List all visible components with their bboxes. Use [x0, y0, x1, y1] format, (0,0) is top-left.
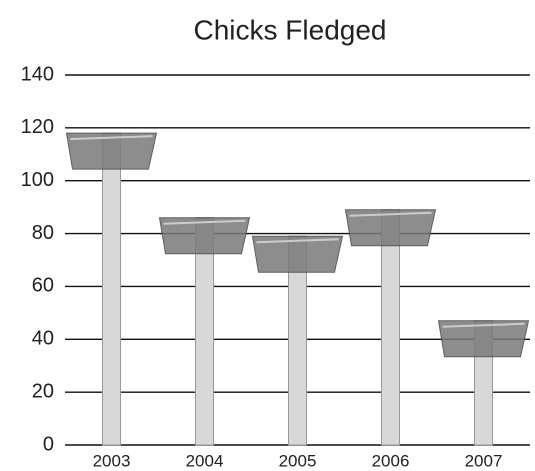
- nest: [251, 235, 344, 273]
- x-tick-label: 2003: [93, 451, 131, 470]
- nest-straw: [70, 135, 153, 141]
- nest: [158, 217, 251, 255]
- y-tick-label: 40: [32, 328, 54, 350]
- y-tick-label: 20: [32, 380, 54, 402]
- x-tick-label: 2005: [279, 451, 317, 470]
- y-tick-label: 80: [32, 222, 54, 244]
- chart-title: Chicks Fledged: [194, 14, 387, 45]
- pole: [102, 132, 121, 446]
- y-tick-label: 120: [21, 116, 54, 138]
- y-tick-label: 140: [21, 63, 54, 85]
- y-tick-label: 60: [32, 275, 54, 297]
- nest-pole-bar: [437, 320, 530, 446]
- nest-straw: [442, 322, 525, 328]
- nest-straw: [163, 219, 246, 225]
- nest-pole-bar: [344, 209, 437, 446]
- x-tick-label: 2007: [465, 451, 503, 470]
- nest-pole-bar: [65, 132, 158, 446]
- nest-straw: [349, 211, 432, 217]
- nest-pole-bar: [158, 217, 251, 446]
- y-tick-label: 0: [43, 433, 54, 455]
- nest-pole-bar: [251, 235, 344, 446]
- y-tick-label: 100: [21, 169, 54, 191]
- nest: [65, 132, 158, 170]
- x-tick-label: 2006: [372, 451, 410, 470]
- nest: [437, 320, 530, 358]
- nest-straw: [256, 238, 339, 244]
- nest: [344, 209, 437, 247]
- x-tick-label: 2004: [186, 451, 224, 470]
